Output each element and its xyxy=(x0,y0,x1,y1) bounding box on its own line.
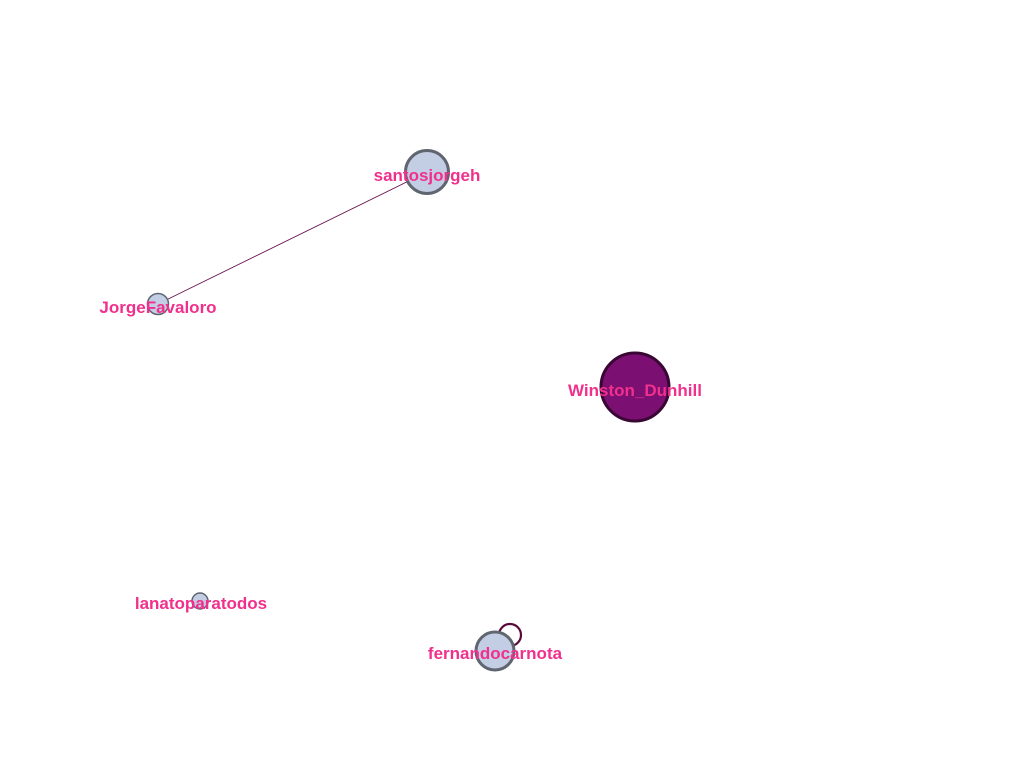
node-fernandocarnota[interactable] xyxy=(474,630,516,672)
node-label-JorgeFavaloro: JorgeFavaloro xyxy=(99,298,216,317)
node-label-Winston_Dunhill: Winston_Dunhill xyxy=(568,381,702,400)
node-santosjorgeh[interactable] xyxy=(404,149,450,195)
nodes-layer xyxy=(146,149,671,672)
node-JorgeFavaloro[interactable] xyxy=(146,292,170,316)
node-Winston_Dunhill[interactable] xyxy=(599,351,671,423)
node-label-lanatoparatodos: lanatoparatodos xyxy=(135,594,267,613)
node-label-fernandocarnota: fernandocarnota xyxy=(428,644,563,663)
edges-layer xyxy=(157,171,523,648)
node-lanatoparatodos[interactable] xyxy=(191,592,209,610)
labels-layer: santosjorgeh JorgeFavaloro Winston_Dunhill… xyxy=(99,166,702,663)
node-label-santosjorgeh: santosjorgeh xyxy=(374,166,481,185)
edge-santosjorgeh-JorgeFavaloro xyxy=(157,171,428,305)
